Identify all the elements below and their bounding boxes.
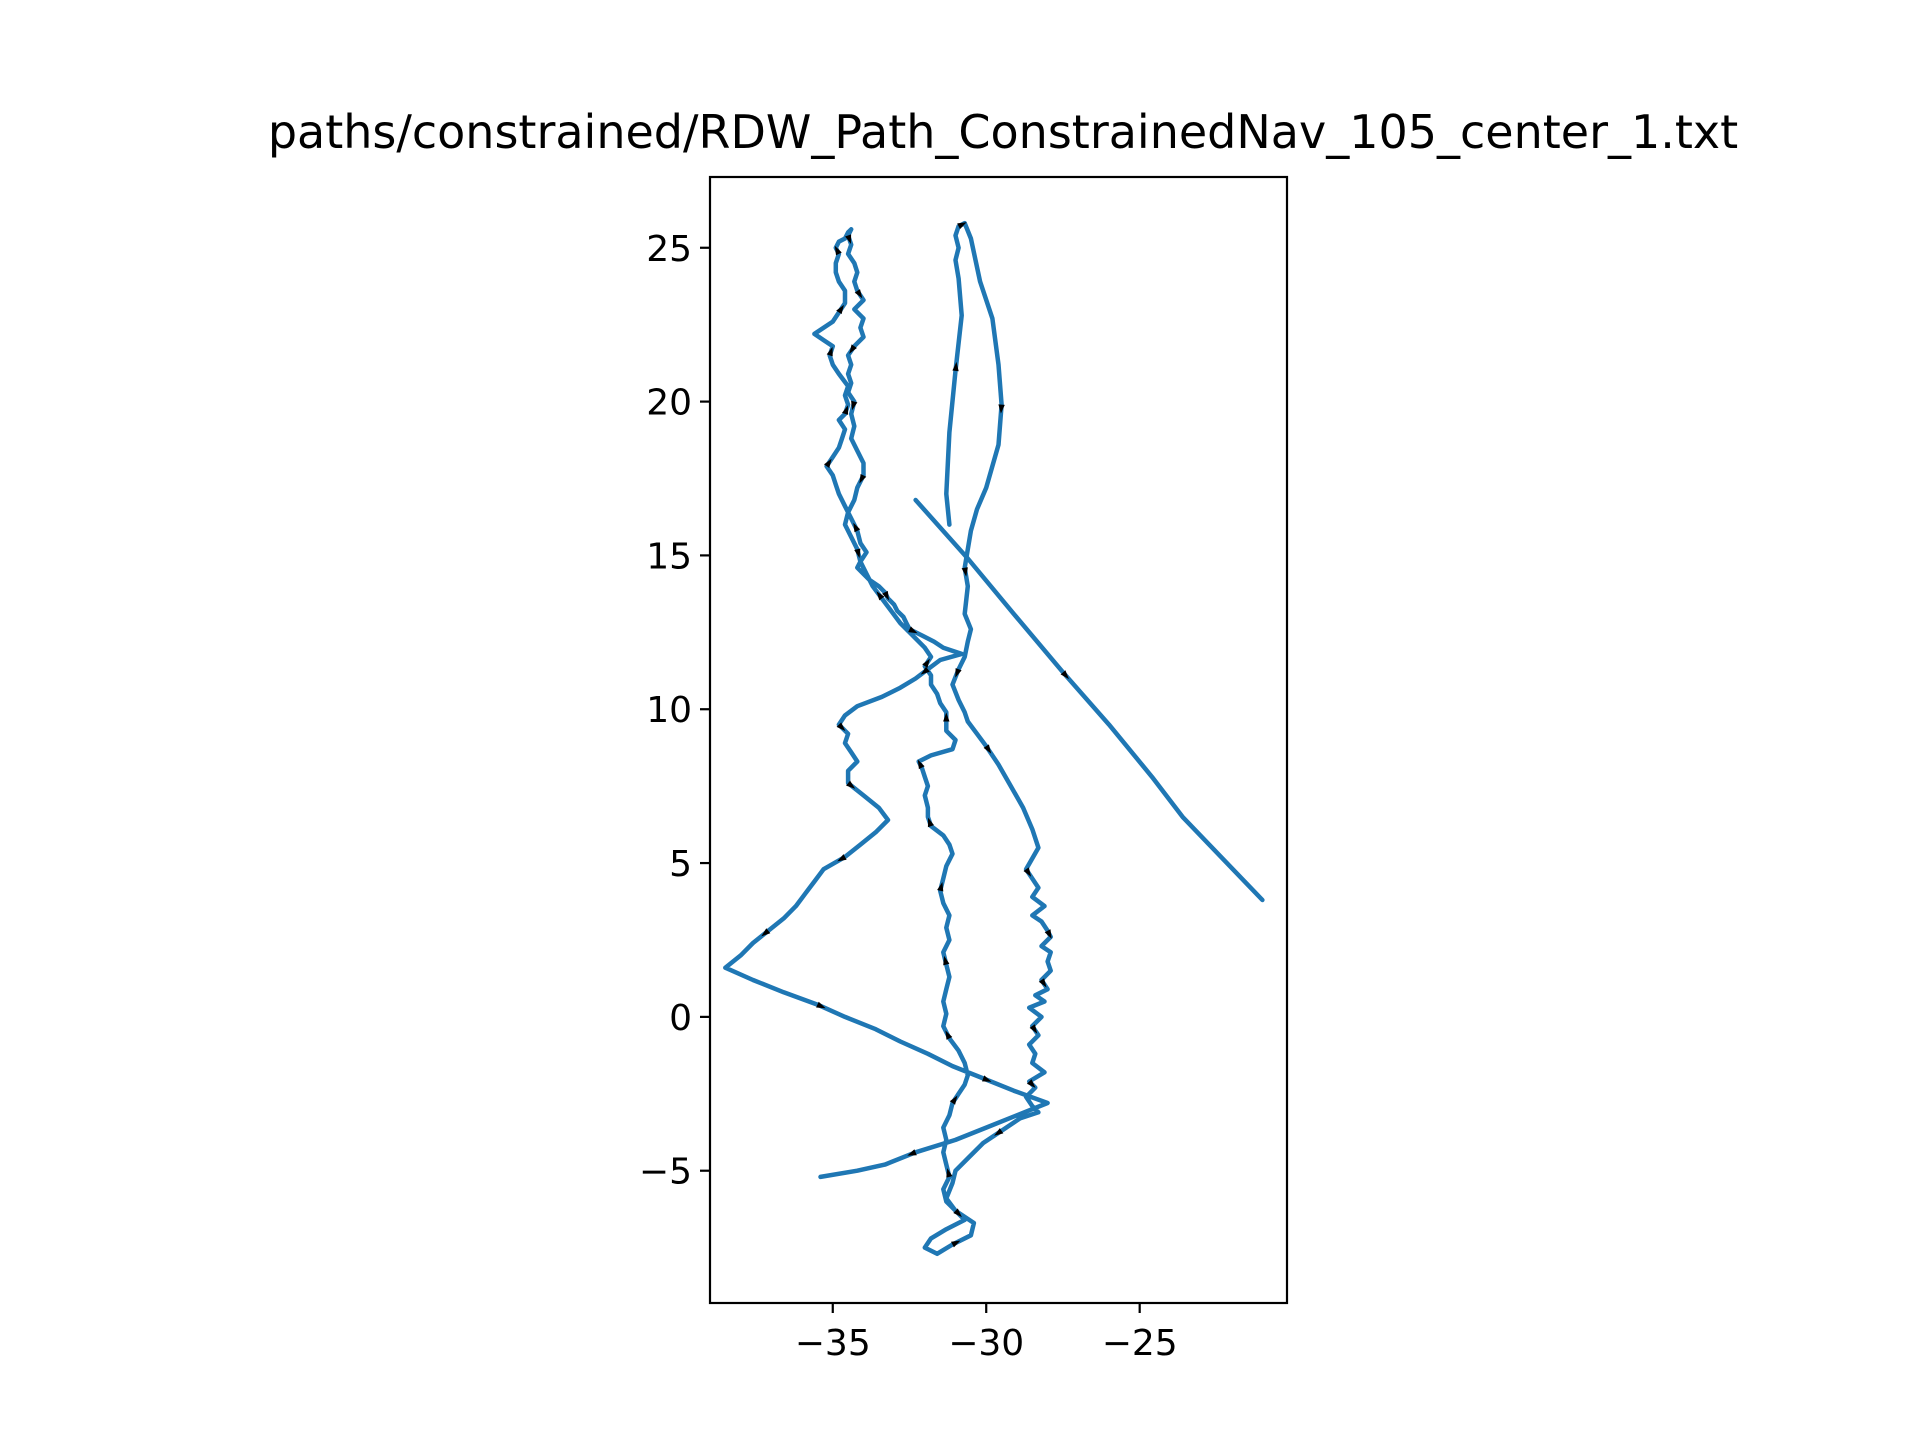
direction-marker bbox=[961, 567, 968, 577]
plot-area bbox=[723, 220, 1265, 1257]
direction-marker bbox=[957, 222, 967, 230]
y-tick-label: −5 bbox=[639, 1152, 692, 1193]
y-tick-label: 0 bbox=[669, 998, 692, 1039]
direction-marker bbox=[824, 458, 832, 468]
direction-marker bbox=[1038, 978, 1047, 988]
direction-marker bbox=[937, 882, 944, 892]
path-series-line-0 bbox=[913, 497, 1265, 903]
direction-marker bbox=[922, 658, 930, 668]
direction-marker bbox=[951, 1240, 961, 1248]
direction-marker bbox=[908, 626, 918, 634]
direction-marker bbox=[920, 666, 930, 675]
direction-marker bbox=[826, 346, 833, 357]
direction-marker bbox=[842, 405, 849, 415]
direction-marker bbox=[946, 1168, 953, 1178]
y-tick-label: 5 bbox=[669, 844, 692, 885]
direction-marker bbox=[836, 304, 844, 315]
axes-frame bbox=[708, 175, 1289, 1305]
direction-marker bbox=[955, 668, 962, 678]
x-tick-label: −35 bbox=[795, 1323, 871, 1364]
direction-marker bbox=[1029, 1024, 1038, 1034]
y-tick-label: 25 bbox=[646, 229, 692, 270]
direction-marker bbox=[834, 245, 842, 256]
direction-marker bbox=[983, 744, 992, 754]
direction-marker bbox=[845, 234, 852, 244]
direction-marker bbox=[876, 591, 885, 601]
direction-marker bbox=[943, 955, 950, 966]
direction-marker bbox=[882, 590, 889, 601]
direction-marker bbox=[853, 522, 861, 533]
direction-marker bbox=[927, 817, 934, 828]
direction-marker bbox=[851, 400, 858, 411]
direction-marker bbox=[846, 780, 856, 789]
direction-marker bbox=[1044, 929, 1052, 939]
direction-marker bbox=[854, 289, 863, 299]
x-tick-label: −30 bbox=[948, 1323, 1024, 1364]
direction-marker bbox=[837, 854, 847, 862]
direction-marker bbox=[761, 928, 771, 937]
direction-marker bbox=[945, 1030, 953, 1040]
direction-marker bbox=[849, 344, 857, 354]
direction-marker bbox=[982, 1075, 992, 1082]
direction-marker bbox=[917, 759, 925, 770]
direction-marker bbox=[949, 1095, 958, 1105]
direction-marker bbox=[907, 1149, 917, 1156]
direction-marker bbox=[994, 1128, 1004, 1136]
chart-title: paths/constrained/RDW_Path_ConstrainedNa… bbox=[268, 105, 1738, 159]
direction-marker bbox=[836, 722, 846, 731]
direction-marker bbox=[952, 361, 959, 372]
direction-marker bbox=[1023, 867, 1032, 877]
direction-marker bbox=[943, 712, 950, 722]
direction-marker bbox=[854, 548, 861, 558]
y-tick-label: 20 bbox=[646, 383, 692, 424]
x-tick-label: −25 bbox=[1102, 1323, 1178, 1364]
direction-marker bbox=[1026, 1079, 1036, 1088]
direction-marker bbox=[1060, 670, 1069, 680]
y-tick-label: 15 bbox=[646, 536, 692, 577]
y-tick-label: 10 bbox=[646, 690, 692, 731]
direction-marker bbox=[953, 1208, 962, 1218]
direction-marker bbox=[859, 474, 867, 484]
axis-ticks: −35 −30 −25 −5 0 5 10 15 20 25 bbox=[639, 229, 1178, 1364]
direction-marker bbox=[998, 404, 1005, 414]
direction-marker bbox=[816, 1001, 826, 1009]
